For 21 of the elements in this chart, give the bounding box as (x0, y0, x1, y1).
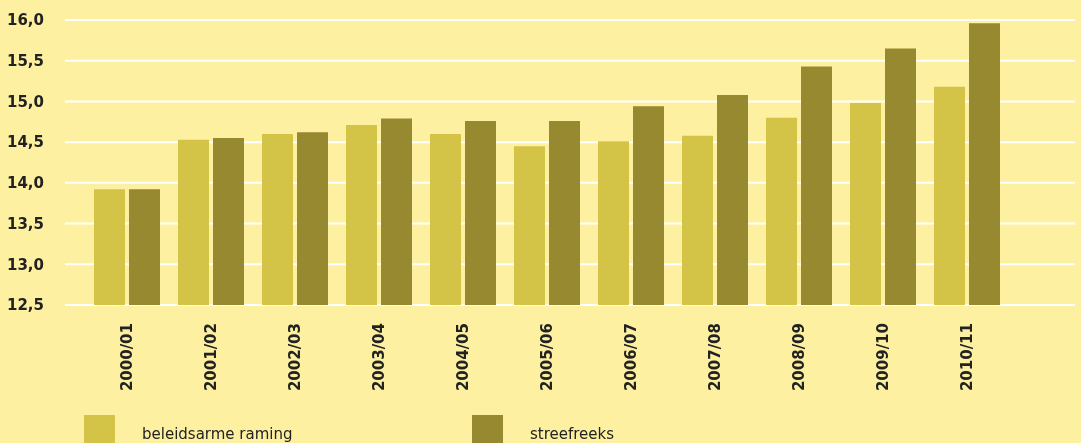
x-tick-label: 2005/06 (538, 323, 556, 392)
y-tick-label: 15,0 (7, 92, 45, 111)
y-tick-label: 12,5 (7, 296, 45, 315)
y-tick-label: 16,0 (7, 11, 45, 30)
x-tick-label: 2009/10 (874, 323, 892, 392)
x-tick-label: 2000/01 (118, 323, 136, 392)
y-tick-label: 14,0 (7, 174, 45, 193)
legend-label: streefreeks (530, 425, 615, 443)
legend-label: beleidsarme raming (142, 425, 293, 443)
y-tick-label: 14,5 (7, 133, 45, 152)
x-tick-label: 2001/02 (202, 323, 220, 392)
x-tick-label: 2010/11 (958, 323, 976, 392)
x-tick-label: 2006/07 (622, 323, 640, 392)
x-tick-label: 2002/03 (286, 323, 304, 392)
x-tick-label: 2003/04 (370, 323, 388, 392)
x-tick-label: 2007/08 (706, 323, 724, 392)
y-tick-label: 13,0 (7, 255, 45, 274)
y-tick-label: 15,5 (7, 52, 45, 71)
x-tick-label: 2008/09 (790, 323, 808, 392)
y-tick-label: 13,5 (7, 214, 45, 233)
x-tick-label: 2004/05 (454, 323, 472, 392)
